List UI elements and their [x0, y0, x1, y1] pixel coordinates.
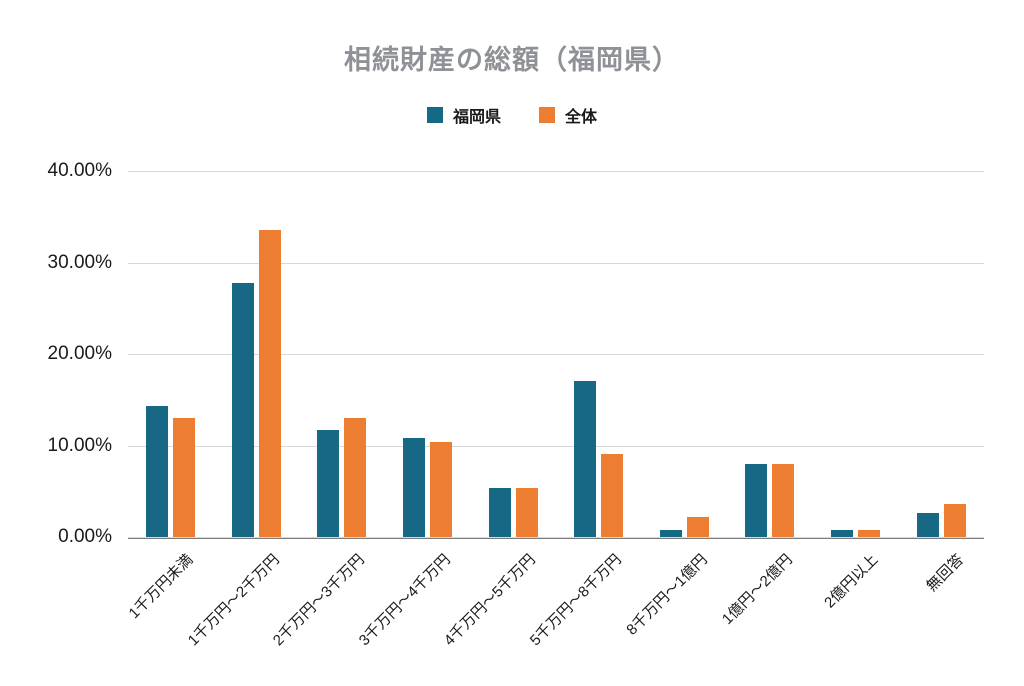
x-axis-cell: 2千万円～3千万円 — [270, 539, 385, 686]
legend-label: 全体 — [565, 109, 598, 126]
legend-item: 全体 — [539, 103, 597, 127]
bar-全体 — [430, 441, 453, 537]
x-axis-label: 1億円～2億円 — [719, 551, 797, 628]
x-axis-cell: 2億円以上 — [813, 539, 899, 686]
bar-福岡県 — [488, 487, 511, 537]
bar-group — [488, 171, 538, 537]
bar-group — [916, 171, 966, 537]
bar-福岡県 — [916, 513, 939, 537]
x-axis-cell: 5千万円～8千万円 — [527, 539, 642, 686]
plot-area: 0.00% 10.00% 20.00% 30.00% 40.00% — [48, 160, 984, 547]
x-axis-cell: 1千万円未満 — [126, 539, 214, 686]
x-axis-label: 無回答 — [923, 551, 968, 595]
x-axis-cell: 3千万円～4千万円 — [356, 539, 471, 686]
y-axis-tick-label: 10.00% — [47, 434, 112, 456]
bar-group — [317, 171, 367, 537]
x-axis-label: 1千万円未満 — [125, 551, 197, 623]
bar-group — [659, 171, 709, 537]
legend-label: 福岡県 — [452, 109, 501, 126]
bar-全体 — [344, 418, 367, 537]
bar-groups — [128, 171, 984, 537]
bar-全体 — [601, 453, 624, 537]
legend: 福岡県 全体 — [0, 103, 1024, 127]
bar-group — [745, 171, 795, 537]
chart-title: 相続財産の総額（福岡県） — [344, 45, 680, 75]
gridline — [128, 445, 984, 447]
bar-group — [146, 171, 196, 537]
legend-swatch — [426, 107, 443, 123]
bar-福岡県 — [574, 380, 597, 537]
x-axis-label: 2億円以上 — [821, 551, 882, 612]
gridline — [128, 262, 984, 264]
bar-福岡県 — [231, 282, 254, 537]
bar-全体 — [258, 230, 281, 537]
bar-group — [831, 171, 881, 537]
gridline — [128, 171, 984, 172]
x-axis-cell: 8千万円～1億円 — [623, 539, 728, 686]
bar-全体 — [515, 487, 538, 537]
bar-福岡県 — [831, 529, 854, 537]
x-axis-cell: 1億円～2億円 — [719, 539, 813, 686]
y-axis-tick-label: 30.00% — [47, 251, 112, 273]
bar-福岡県 — [745, 463, 768, 537]
legend-swatch — [539, 107, 555, 123]
y-axis-tick-label: 20.00% — [47, 343, 112, 364]
bar-全体 — [943, 504, 966, 537]
legend-item: 福岡県 — [426, 103, 501, 127]
bar-group — [403, 171, 453, 537]
chart-body: 0.00% 10.00% 20.00% 30.00% 40.00% 1千万円未満 1千万円… — [48, 160, 984, 686]
x-axis-cell: 1千万円～2千万円 — [184, 539, 300, 686]
bar-group — [574, 171, 624, 537]
bar-group — [231, 171, 281, 537]
bar-福岡県 — [146, 406, 169, 537]
gridline — [128, 537, 984, 538]
x-axis-labels: 1千万円未満 1千万円～2千万円 2千万円～3千万円 3千万円～4千万円 4千万円～5千… — [126, 539, 984, 686]
bar-全体 — [858, 529, 881, 537]
bar-福岡県 — [317, 429, 340, 537]
x-axis-cell: 無回答 — [898, 539, 984, 686]
gridline — [128, 354, 984, 355]
bar-全体 — [772, 463, 795, 537]
bar-福岡県 — [659, 529, 682, 537]
bar-全体 — [173, 418, 196, 537]
y-axis-tick-label: 40.00% — [47, 160, 112, 181]
bar-福岡県 — [403, 438, 426, 537]
bar-全体 — [686, 516, 709, 537]
y-axis-tick-label: 0.00% — [58, 526, 112, 547]
x-axis-cell: 4千万円～5千万円 — [441, 539, 556, 686]
